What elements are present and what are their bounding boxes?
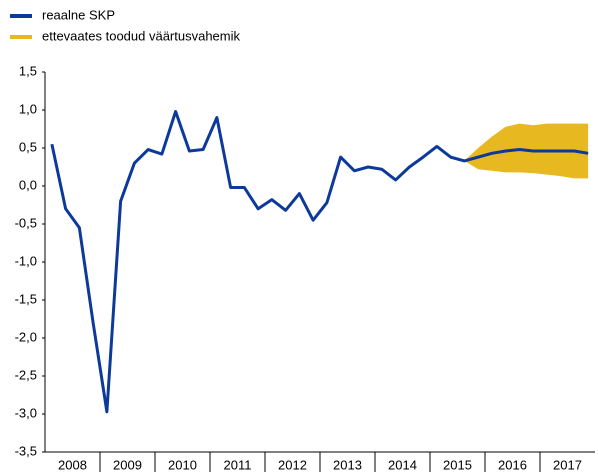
y-tick-label: -1,0 <box>15 253 37 268</box>
x-tick-label: 2014 <box>388 457 417 472</box>
y-tick-label: 1,5 <box>19 63 37 78</box>
x-tick-label: 2015 <box>443 457 472 472</box>
y-tick-label: 1,0 <box>19 101 37 116</box>
x-tick-label: 2012 <box>278 457 307 472</box>
y-tick-label: 0,5 <box>19 139 37 154</box>
x-tick-label: 2008 <box>58 457 87 472</box>
legend-label: ettevaates toodud väärtusvahemik <box>42 28 241 43</box>
y-tick-label: 0,0 <box>19 177 37 192</box>
line <box>50 110 589 414</box>
y-tick-label: -2,0 <box>15 329 37 344</box>
x-tick-label: 2016 <box>498 457 527 472</box>
x-tick-label: 2013 <box>333 457 362 472</box>
x-tick-label: 2009 <box>113 457 142 472</box>
y-tick-label: -0,5 <box>15 215 37 230</box>
x-tick-label: 2017 <box>553 457 582 472</box>
x-tick-label: 2011 <box>224 457 252 472</box>
legend-label: reaalne SKP <box>42 7 115 22</box>
y-tick-label: -3,5 <box>15 443 37 458</box>
x-tick-label: 2010 <box>168 457 197 472</box>
y-tick-label: -1,5 <box>15 291 37 306</box>
y-tick-label: -2,5 <box>15 367 37 382</box>
y-tick-label: -3,0 <box>15 405 37 420</box>
